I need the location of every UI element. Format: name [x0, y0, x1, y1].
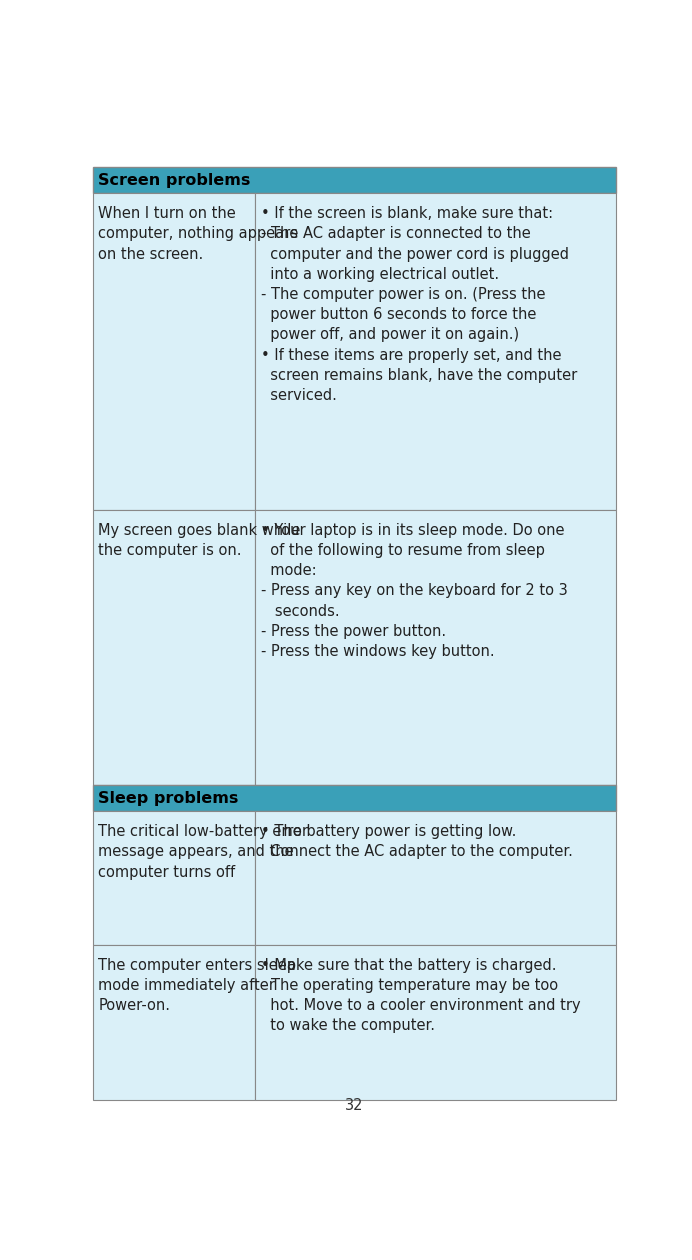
Bar	[255, 510, 617, 785]
Text: Screen problems: Screen problems	[98, 173, 251, 188]
Text: - The computer power is on. (Press the: - The computer power is on. (Press the	[261, 287, 545, 302]
Bar	[93, 510, 255, 785]
Text: 32: 32	[345, 1099, 364, 1114]
Bar	[255, 945, 617, 1100]
Text: power off, and power it on again.): power off, and power it on again.)	[261, 328, 519, 343]
Text: hot. Move to a cooler environment and try: hot. Move to a cooler environment and tr…	[261, 998, 581, 1013]
Text: serviced.: serviced.	[261, 388, 337, 403]
Text: Sleep problems: Sleep problems	[98, 790, 239, 805]
Bar	[93, 811, 255, 945]
Text: into a working electrical outlet.: into a working electrical outlet.	[261, 267, 499, 282]
Text: When I turn on the: When I turn on the	[98, 207, 236, 220]
Text: to wake the computer.: to wake the computer.	[261, 1018, 435, 1033]
Text: My screen goes blank while: My screen goes blank while	[98, 523, 300, 538]
Text: Power-on.: Power-on.	[98, 998, 170, 1013]
Bar	[255, 194, 617, 510]
Text: power button 6 seconds to force the: power button 6 seconds to force the	[261, 307, 536, 323]
Text: screen remains blank, have the computer: screen remains blank, have the computer	[261, 368, 577, 383]
Text: on the screen.: on the screen.	[98, 247, 203, 262]
Text: The critical low-battery error: The critical low-battery error	[98, 824, 309, 839]
Text: • If the screen is blank, make sure that:: • If the screen is blank, make sure that…	[261, 207, 553, 220]
Bar	[93, 166, 617, 194]
Text: message appears, and the: message appears, and the	[98, 844, 294, 859]
Text: • Your laptop is in its sleep mode. Do one: • Your laptop is in its sleep mode. Do o…	[261, 523, 564, 538]
Text: • Make sure that the battery is charged.: • Make sure that the battery is charged.	[261, 958, 556, 973]
Bar	[93, 785, 617, 811]
Bar	[93, 945, 255, 1100]
Text: computer, nothing appears: computer, nothing appears	[98, 227, 298, 242]
Text: - The AC adapter is connected to the: - The AC adapter is connected to the	[261, 227, 531, 242]
Text: mode:: mode:	[261, 563, 316, 578]
Text: the computer is on.: the computer is on.	[98, 543, 242, 558]
Text: - Press the windows key button.: - Press the windows key button.	[261, 644, 494, 659]
Text: of the following to resume from sleep: of the following to resume from sleep	[261, 543, 545, 558]
Text: Connect the AC adapter to the computer.: Connect the AC adapter to the computer.	[261, 844, 573, 859]
Text: • The battery power is getting low.: • The battery power is getting low.	[261, 824, 516, 839]
Text: • If these items are properly set, and the: • If these items are properly set, and t…	[261, 348, 561, 363]
Text: - Press the power button.: - Press the power button.	[261, 624, 446, 639]
Text: - Press any key on the keyboard for 2 to 3: - Press any key on the keyboard for 2 to…	[261, 583, 567, 598]
Text: computer turns off: computer turns off	[98, 864, 235, 879]
Text: seconds.: seconds.	[261, 604, 339, 619]
Text: The computer enters sleep: The computer enters sleep	[98, 958, 296, 973]
Bar	[93, 194, 255, 510]
Text: mode immediately after: mode immediately after	[98, 978, 275, 993]
Bar	[255, 811, 617, 945]
Text: computer and the power cord is plugged: computer and the power cord is plugged	[261, 247, 569, 262]
Text: - The operating temperature may be too: - The operating temperature may be too	[261, 978, 558, 993]
